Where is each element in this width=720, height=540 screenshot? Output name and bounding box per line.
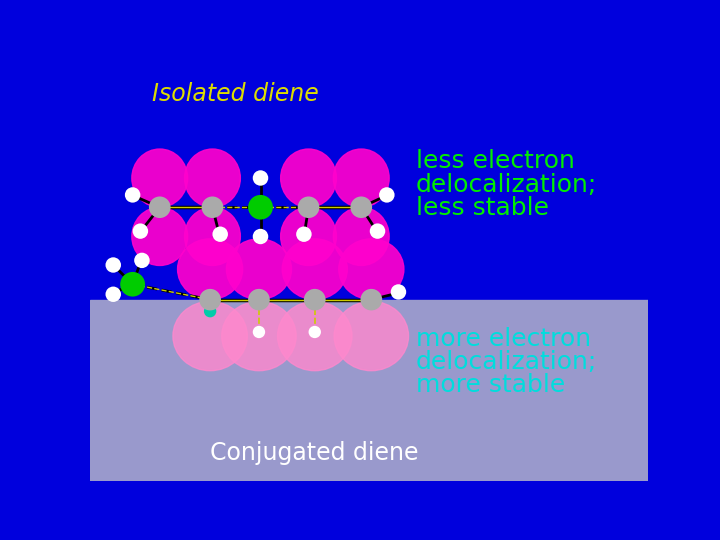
Text: delocalization;: delocalization;: [415, 173, 597, 197]
Ellipse shape: [173, 301, 248, 370]
Circle shape: [149, 197, 171, 218]
Ellipse shape: [333, 207, 389, 266]
Ellipse shape: [282, 239, 347, 300]
Ellipse shape: [184, 149, 240, 207]
Ellipse shape: [178, 239, 243, 300]
Circle shape: [296, 226, 312, 242]
Circle shape: [106, 257, 121, 273]
Text: less stable: less stable: [415, 195, 549, 220]
Ellipse shape: [222, 301, 296, 370]
Ellipse shape: [132, 207, 188, 266]
Ellipse shape: [132, 149, 188, 207]
Circle shape: [253, 326, 265, 338]
Circle shape: [120, 272, 145, 296]
Text: Conjugated diene: Conjugated diene: [210, 441, 418, 464]
Circle shape: [361, 289, 382, 310]
Circle shape: [253, 170, 269, 186]
Text: less electron: less electron: [415, 150, 575, 173]
Circle shape: [125, 187, 140, 202]
Ellipse shape: [281, 207, 336, 266]
Circle shape: [309, 326, 321, 338]
Circle shape: [370, 224, 385, 239]
Ellipse shape: [226, 239, 292, 300]
Circle shape: [379, 187, 395, 202]
Ellipse shape: [281, 149, 336, 207]
Text: more stable: more stable: [415, 373, 564, 397]
Ellipse shape: [184, 207, 240, 266]
Circle shape: [248, 289, 270, 310]
Text: more electron: more electron: [415, 327, 590, 350]
Circle shape: [106, 287, 121, 302]
Circle shape: [351, 197, 372, 218]
Circle shape: [391, 284, 406, 300]
Circle shape: [297, 197, 320, 218]
Bar: [90, 300, 648, 481]
Circle shape: [202, 197, 223, 218]
Ellipse shape: [277, 301, 352, 370]
Ellipse shape: [334, 301, 408, 370]
Circle shape: [199, 289, 221, 310]
Circle shape: [304, 289, 325, 310]
Text: Isolated diene: Isolated diene: [152, 82, 319, 106]
Ellipse shape: [333, 149, 389, 207]
Circle shape: [204, 305, 216, 318]
Text: delocalization;: delocalization;: [415, 350, 597, 374]
Circle shape: [253, 229, 269, 244]
Circle shape: [212, 226, 228, 242]
Circle shape: [248, 195, 273, 220]
Ellipse shape: [339, 239, 404, 300]
Circle shape: [132, 224, 148, 239]
Circle shape: [134, 253, 150, 268]
